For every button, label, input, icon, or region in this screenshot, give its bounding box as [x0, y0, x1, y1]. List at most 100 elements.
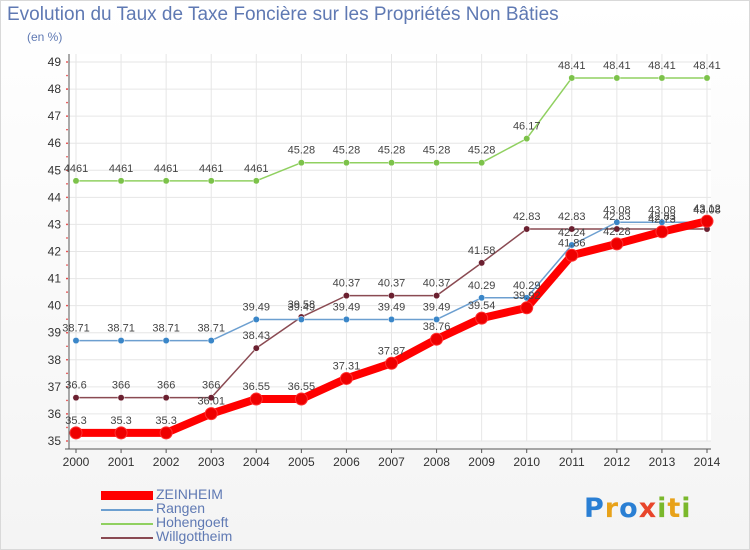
data-point-zeinheim — [339, 371, 353, 385]
data-point-rangen — [388, 315, 395, 323]
y-tick-mark — [66, 115, 68, 118]
data-label-willgottheim: 38.43 — [243, 330, 271, 342]
data-point-rangen — [523, 294, 531, 302]
data-point-hohengoeft — [433, 159, 441, 167]
data-point-hohengoeft — [703, 74, 711, 82]
y-minor-tick-mark — [66, 155, 68, 158]
data-point-hohengoeft — [658, 74, 666, 82]
data-label-hohengoeft: 48.41 — [693, 60, 721, 72]
data-label-rangen: 43.08 — [603, 204, 631, 216]
y-minor-tick-mark — [66, 372, 68, 375]
data-label-willgottheim: 40.37 — [378, 278, 406, 290]
data-label-willgottheim: 366 — [202, 380, 220, 392]
data-point-rangen — [72, 337, 80, 345]
data-point-rangen — [478, 294, 486, 302]
data-point-zeinheim — [565, 248, 579, 262]
x-tick-label: 2011 — [559, 455, 585, 469]
data-point-zeinheim — [475, 311, 489, 325]
data-point-zeinheim — [430, 332, 444, 346]
y-tick-label: 41 — [48, 272, 62, 286]
data-point-willgottheim — [207, 394, 215, 402]
data-label-zeinheim: 37.87 — [378, 345, 406, 357]
x-tick-label: 2007 — [378, 455, 405, 469]
y-tick-mark — [66, 331, 68, 334]
data-point-rangen — [207, 337, 215, 345]
x-tick-label: 2009 — [468, 455, 495, 469]
data-label-rangen: 39.49 — [378, 301, 406, 313]
data-point-willgottheim — [388, 292, 395, 300]
data-label-rangen: 39.49 — [423, 301, 451, 313]
legend-label-willgottheim: Willgottheim — [156, 528, 233, 544]
data-label-hohengoeft: 4461 — [64, 163, 88, 175]
y-minor-tick-mark — [66, 210, 68, 212]
data-point-zeinheim — [114, 426, 128, 440]
legend-label-zeinheim: ZEINHEIM — [156, 486, 223, 502]
y-tick-mark — [66, 385, 68, 388]
y-tick-label: 42 — [48, 245, 62, 259]
data-point-zeinheim — [520, 301, 534, 315]
chart-title: Evolution du Taux de Taxe Foncière sur l… — [7, 4, 559, 25]
y-minor-tick-mark — [66, 291, 68, 293]
data-label-rangen: 38.71 — [62, 323, 90, 335]
legend-swatch-rangen — [101, 509, 153, 511]
legend-swatch-hohengoeft — [101, 523, 153, 525]
data-point-willgottheim — [162, 394, 170, 402]
proxiti-logo[interactable]: Proxiti — [584, 493, 692, 524]
data-label-willgottheim: 40.37 — [423, 278, 451, 290]
data-point-hohengoeft — [72, 177, 80, 185]
x-tick-label: 2000 — [63, 455, 90, 469]
y-tick-label: 37 — [48, 380, 62, 394]
data-label-hohengoeft: 4461 — [244, 163, 268, 175]
x-tick-label: 2012 — [604, 455, 631, 469]
data-label-zeinheim: 42.28 — [603, 226, 631, 238]
data-label-zeinheim: 36.55 — [243, 381, 271, 393]
x-tick-label: 2008 — [423, 455, 450, 469]
y-minor-tick-mark — [66, 128, 68, 131]
data-point-willgottheim — [613, 225, 621, 233]
data-point-willgottheim — [252, 344, 260, 352]
y-tick-mark — [66, 440, 68, 442]
y-tick-mark — [66, 61, 68, 63]
data-point-hohengoeft — [207, 177, 215, 185]
data-point-rangen — [162, 337, 170, 345]
y-tick-mark — [66, 413, 68, 415]
data-point-willgottheim — [342, 292, 350, 300]
data-label-willgottheim: 36.6 — [65, 380, 86, 392]
legend-swatch-willgottheim — [101, 537, 153, 539]
y-minor-tick-mark — [66, 264, 68, 266]
data-point-rangen — [252, 315, 260, 323]
data-point-zeinheim — [700, 214, 714, 228]
data-label-hohengoeft: 45.28 — [423, 145, 451, 157]
data-point-hohengoeft — [568, 74, 576, 82]
y-minor-tick-mark — [66, 74, 68, 77]
y-tick-label: 46 — [48, 136, 62, 150]
y-tick-label: 35 — [48, 434, 62, 448]
y-minor-tick-mark — [66, 101, 68, 104]
x-tick-label: 2001 — [108, 455, 135, 469]
data-point-willgottheim — [568, 225, 576, 233]
legend-label-rangen: Rangen — [156, 500, 206, 516]
data-point-zeinheim — [655, 225, 669, 239]
data-point-rangen — [568, 241, 576, 249]
y-tick-label: 48 — [48, 82, 62, 96]
data-label-willgottheim: 40.37 — [333, 278, 361, 290]
y-minor-tick-mark — [66, 345, 68, 348]
data-point-willgottheim — [478, 259, 486, 267]
y-tick-label: 49 — [48, 55, 62, 69]
data-point-hohengoeft — [523, 135, 531, 143]
data-point-zeinheim — [294, 392, 308, 406]
data-point-zeinheim — [159, 426, 173, 440]
data-point-hohengoeft — [162, 177, 170, 185]
y-minor-tick-mark — [66, 183, 68, 185]
data-label-hohengoeft: 45.28 — [468, 145, 496, 157]
x-tick-label: 2013 — [649, 455, 676, 469]
data-label-rangen: 38.71 — [197, 323, 225, 335]
data-label-hohengoeft: 4461 — [199, 163, 223, 175]
data-label-willgottheim: 42.83 — [513, 211, 541, 223]
y-tick-mark — [66, 169, 68, 172]
y-tick-label: 45 — [48, 163, 62, 177]
data-point-willgottheim — [72, 394, 80, 402]
data-label-willgottheim: 42.83 — [603, 211, 631, 223]
data-point-zeinheim — [204, 407, 218, 421]
